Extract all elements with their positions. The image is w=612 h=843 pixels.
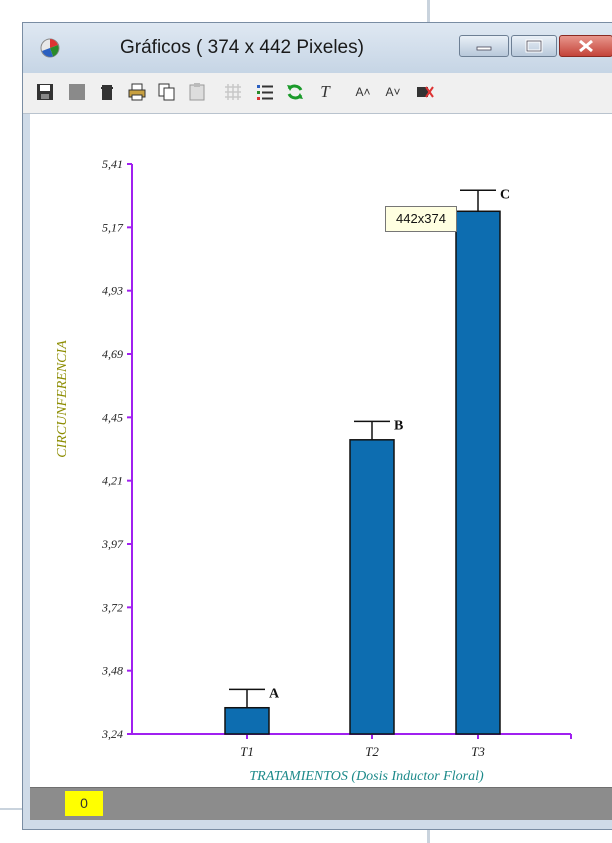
desktop-divider <box>0 808 22 810</box>
y-tick-label: 5,17 <box>102 220 124 234</box>
graphics-window: Gráficos ( 374 x 442 Pixeles) <box>22 22 612 830</box>
y-tick-label: 3,97 <box>101 537 124 551</box>
bar <box>455 210 501 735</box>
window-title: Gráficos ( 374 x 442 Pixeles) <box>120 37 364 58</box>
font-decrease-button[interactable]: A˅ <box>383 82 403 102</box>
bar <box>224 706 270 735</box>
bar <box>349 439 395 735</box>
status-value: 0 <box>65 791 103 816</box>
x-tick-label: T3 <box>471 744 485 759</box>
save-icon <box>37 84 53 100</box>
legend-icon <box>257 85 273 100</box>
chart-area: 5,41 5,17 4,93 4,69 4,45 4,21 3,97 3,72 3,48 3,24… <box>30 114 612 787</box>
bar-chart: 5,41 5,17 4,93 4,69 4,45 4,21 3,97 3,72 3,48 3,24… <box>55 157 572 784</box>
y-tick-label: 4,69 <box>102 347 123 361</box>
x-axis-title: TRATAMIENTOS (Dosis Inductor Floral) <box>249 769 484 784</box>
refresh-icon <box>287 84 303 100</box>
toolbar: T A˄ A˅ <box>23 73 612 114</box>
x-tick-label: T2 <box>365 744 379 759</box>
desktop-divider <box>427 830 430 843</box>
y-tick-label: 4,21 <box>102 474 123 488</box>
y-tick-label: 3,72 <box>101 600 123 614</box>
clear-button[interactable] <box>415 82 435 102</box>
significance-letter: C <box>500 187 510 202</box>
minimize-button[interactable] <box>459 35 509 57</box>
legend-button[interactable] <box>255 82 275 102</box>
save-button[interactable] <box>35 82 55 102</box>
grid-button[interactable] <box>223 82 243 102</box>
close-button[interactable] <box>559 35 612 57</box>
minimize-icon <box>476 46 492 51</box>
print-icon <box>128 83 146 101</box>
font-increase-icon: A˄ <box>355 85 371 99</box>
maximize-button[interactable] <box>511 35 557 57</box>
y-tick-label: 3,24 <box>101 727 123 741</box>
paste-button[interactable] <box>187 82 207 102</box>
significance-letter: B <box>394 418 403 433</box>
font-decrease-icon: A˅ <box>385 85 401 99</box>
copy-button[interactable] <box>157 82 177 102</box>
trash-icon <box>101 85 113 100</box>
paste-icon <box>189 83 205 101</box>
y-tick-label: 3,48 <box>101 664 123 678</box>
font-increase-button[interactable]: A˄ <box>353 82 373 102</box>
significance-letter: A <box>269 686 280 701</box>
copy-icon <box>158 83 175 101</box>
refresh-button[interactable] <box>285 82 305 102</box>
y-tick-label: 4,45 <box>102 410 123 424</box>
desktop-divider <box>427 0 430 22</box>
delete-button[interactable] <box>97 82 117 102</box>
app-icon <box>40 38 60 58</box>
gray-square-icon <box>69 84 85 100</box>
close-icon <box>579 39 593 53</box>
text-button[interactable]: T <box>315 82 335 102</box>
maximize-icon <box>525 39 543 53</box>
status-bar: 0 <box>30 787 612 820</box>
print-button[interactable] <box>127 82 147 102</box>
y-tick-label: 4,93 <box>102 284 123 298</box>
clear-icon <box>417 86 434 98</box>
x-tick-label: T1 <box>240 744 254 759</box>
text-icon: T <box>320 82 330 101</box>
gray-square-button[interactable] <box>67 82 87 102</box>
size-tooltip: 442x374 <box>385 206 457 232</box>
y-axis-title: CIRCUNFERENCIA <box>55 340 70 458</box>
y-tick-label: 5,41 <box>102 157 123 171</box>
grid-icon <box>225 84 241 100</box>
title-bar[interactable]: Gráficos ( 374 x 442 Pixeles) <box>23 23 612 73</box>
